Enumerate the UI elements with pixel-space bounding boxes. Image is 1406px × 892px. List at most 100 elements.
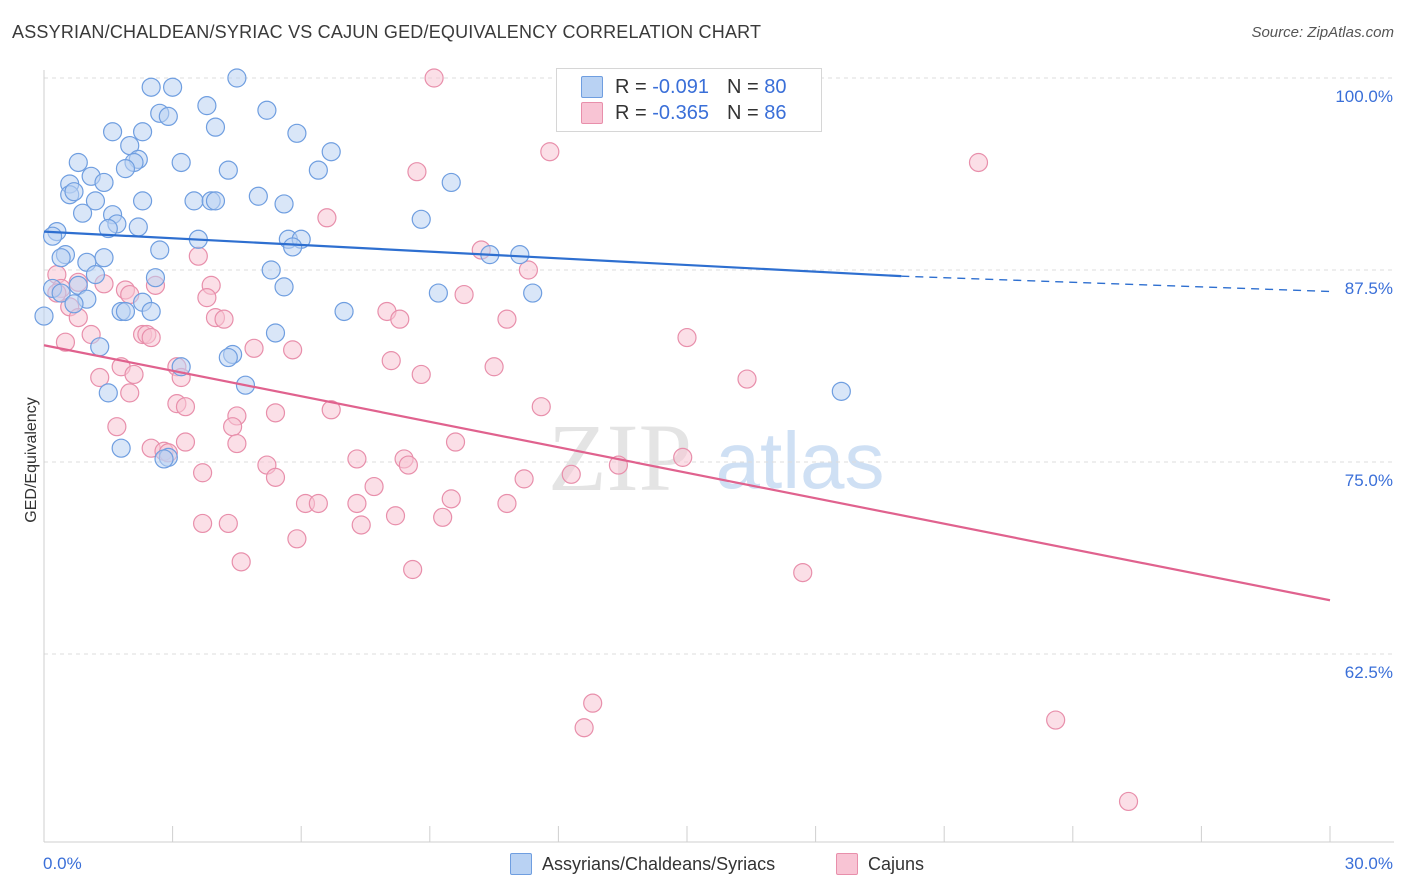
zipatlas-watermark: ZIP atlas (548, 404, 884, 511)
trend-line-assyrians-extension (901, 275, 1331, 293)
point-assyrians (141, 301, 161, 322)
point-assyrians (94, 248, 114, 268)
point-cajuns (484, 357, 504, 377)
point-assyrians (265, 323, 286, 343)
point-assyrians (274, 277, 294, 297)
point-cajuns (385, 506, 406, 526)
point-assyrians (248, 186, 268, 206)
point-cajuns (968, 152, 989, 173)
point-cajuns (124, 364, 144, 385)
point-assyrians (411, 209, 431, 229)
point-assyrians (218, 347, 238, 368)
point-cajuns (265, 403, 286, 423)
legend-swatch-cajuns (836, 853, 858, 875)
point-cajuns (381, 351, 401, 371)
point-assyrians (150, 240, 170, 260)
point-assyrians (428, 283, 448, 303)
chart-title: ASSYRIAN/CHALDEAN/SYRIAC VS CAJUN GED/EQ… (12, 22, 762, 42)
point-cajuns (193, 513, 213, 534)
point-cajuns (518, 260, 538, 280)
point-assyrians (68, 152, 88, 173)
point-cajuns (1118, 791, 1139, 812)
point-cajuns (231, 552, 251, 572)
point-cajuns (540, 142, 560, 162)
point-cajuns (497, 309, 517, 329)
point-cajuns (677, 327, 697, 348)
point-assyrians (154, 449, 174, 469)
x-tick-labels: 0.0% 30.0% (43, 854, 1393, 873)
point-cajuns (454, 284, 474, 305)
point-cajuns (347, 449, 367, 469)
point-cajuns (531, 397, 551, 417)
point-assyrians (184, 191, 204, 211)
trend-line-cajuns (43, 344, 1331, 602)
point-assyrians (145, 268, 166, 288)
point-assyrians (98, 218, 118, 239)
point-assyrians (68, 275, 88, 295)
point-cajuns (390, 309, 410, 329)
point-assyrians (441, 172, 461, 193)
point-cajuns (90, 367, 110, 388)
legend-row-assyrians: R = -0.091 N = 80 (581, 75, 786, 99)
point-assyrians (115, 159, 136, 179)
legend-swatch-assyrians (510, 853, 532, 875)
r-value: -0.091 (652, 75, 709, 98)
point-assyrians (523, 283, 543, 303)
point-cajuns (120, 383, 140, 403)
point-cajuns (351, 515, 371, 535)
point-assyrians (257, 100, 277, 120)
legend-label-cajuns: Cajuns (868, 853, 925, 874)
point-cajuns (561, 464, 581, 484)
y-tick-labels: 100.0% 87.5% 75.0% 62.5% (1335, 87, 1393, 682)
point-cajuns (433, 507, 453, 527)
point-cajuns (497, 493, 517, 514)
axes (43, 70, 1394, 843)
legend-item-cajuns[interactable]: Cajuns (836, 852, 924, 876)
point-assyrians (163, 77, 183, 97)
x-tick-label: 30.0% (1345, 854, 1393, 873)
source-label: Source: ZipAtlas.com (1251, 24, 1394, 41)
point-assyrians (72, 203, 93, 223)
point-cajuns (673, 447, 693, 467)
point-cajuns (424, 68, 444, 88)
point-assyrians (90, 337, 110, 357)
point-cajuns (265, 467, 286, 487)
point-cajuns (175, 397, 196, 417)
point-assyrians (197, 96, 217, 116)
point-cajuns (737, 369, 757, 389)
point-assyrians (51, 248, 71, 268)
point-assyrians (128, 217, 148, 237)
point-cajuns (188, 246, 208, 266)
point-assyrians (64, 294, 84, 314)
point-assyrians (308, 160, 328, 180)
point-assyrians (115, 301, 136, 322)
point-cajuns (283, 340, 303, 360)
point-assyrians (205, 117, 226, 137)
legend-item-assyrians[interactable]: Assyrians/Chaldeans/Syriacs (510, 852, 775, 876)
point-cajuns (107, 417, 127, 437)
point-assyrians (227, 68, 247, 88)
point-cajuns (441, 489, 461, 509)
legend-swatch-assyrians (581, 76, 603, 98)
n-value: 86 (764, 101, 787, 124)
point-cajuns (411, 364, 431, 385)
point-assyrians (132, 122, 153, 142)
n-label: N = (726, 75, 759, 98)
point-cajuns (583, 693, 603, 713)
point-assyrians (205, 191, 226, 211)
point-assyrians (94, 172, 114, 193)
y-axis-label: GED/Equivalency (23, 397, 40, 523)
point-cajuns (407, 162, 427, 182)
n-label: N = (726, 101, 759, 124)
r-label: R = (615, 75, 647, 98)
point-assyrians (287, 123, 307, 143)
point-cajuns (223, 417, 243, 437)
point-cajuns (403, 559, 423, 580)
x-ticks (43, 826, 1331, 842)
r-value: -0.365 (652, 101, 709, 124)
point-assyrians (334, 301, 354, 322)
point-cajuns (317, 208, 337, 228)
point-cajuns (227, 433, 247, 454)
point-cajuns (1046, 710, 1066, 730)
point-cajuns (214, 309, 234, 329)
